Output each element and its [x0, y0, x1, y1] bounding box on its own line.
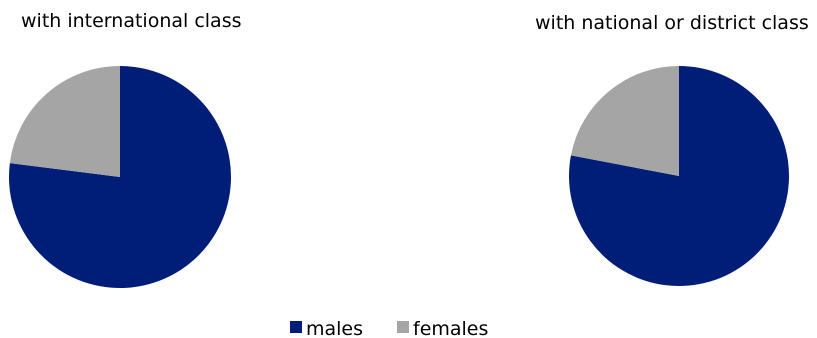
pie-slice-females	[9, 66, 121, 177]
pie-slice-males	[569, 66, 790, 286]
pie-slices-international	[9, 66, 232, 288]
legend-label-males: males	[306, 318, 363, 338]
pie-chart-national: with national or district class	[535, 12, 809, 286]
pie-slice-males	[9, 66, 232, 288]
legend-label-females: females	[413, 318, 488, 338]
legend: males females	[290, 318, 488, 338]
pie-chart-international: with international class	[9, 10, 242, 288]
pie-title-international: with international class	[21, 10, 242, 32]
pie-slices-national	[569, 66, 790, 286]
pie-title-national: with national or district class	[535, 12, 809, 34]
pie-slice-females	[570, 66, 679, 176]
legend-swatch-males	[290, 321, 302, 333]
legend-swatch-females	[397, 321, 409, 333]
